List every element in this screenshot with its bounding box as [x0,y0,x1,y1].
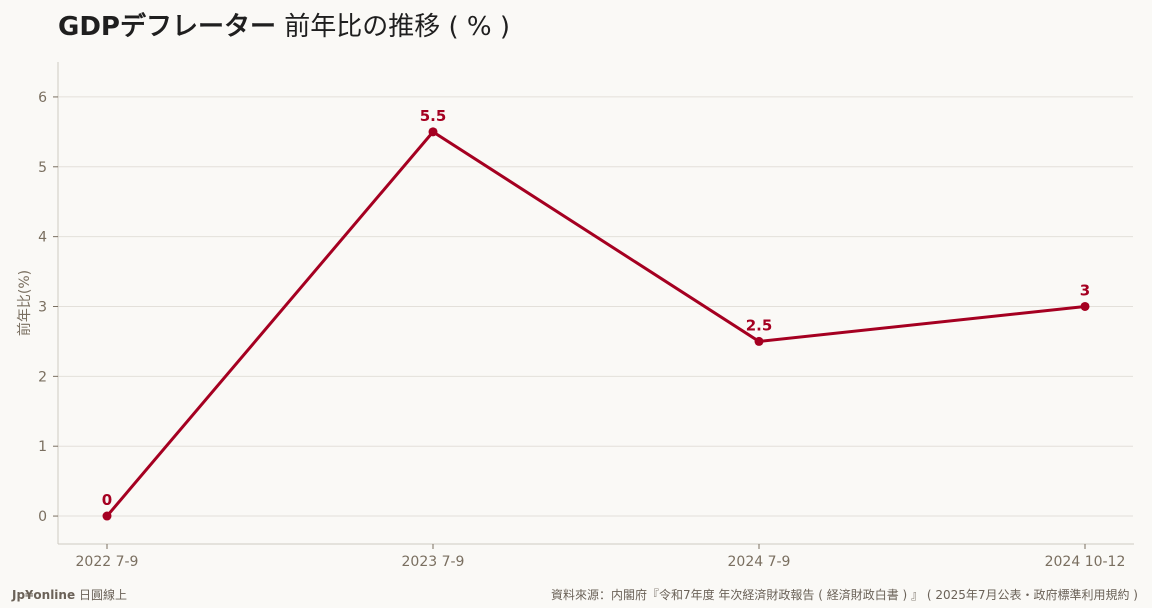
y-tick-label: 6 [38,90,47,106]
x-tick-label: 2023 7-9 [402,554,465,570]
x-tick-label: 2022 7-9 [76,554,139,570]
chart-title: GDPデフレーター 前年比の推移 ( % ) [58,9,510,45]
data-label: 0 [102,491,112,509]
y-tick-label: 0 [38,509,47,525]
series-layer [102,127,1090,521]
data-point [1080,301,1090,311]
ticks-layer: 0 1 2 3 4 5 6 2022 7-9 2023 7-9 2024 7-9 2024 10-1… [38,90,1125,570]
chart-title-main: GDPデフレーター [58,12,276,42]
chart-title-sub: 前年比の推移 ( % ) [284,12,511,42]
y-tick-label: 2 [38,369,47,385]
y-tick-label: 1 [38,439,47,455]
grid-layer [58,96,1133,517]
axes-layer: 前年比(%) [16,62,1134,545]
x-tick-label: 2024 10-12 [1045,554,1126,570]
brand-tagline: 日圓線上 [78,588,127,602]
data-point [428,127,438,137]
data-label: 2.5 [746,316,773,334]
brand-name: Jp¥online [12,588,76,602]
data-label: 5.5 [420,107,447,125]
y-tick-label: 5 [38,160,47,176]
data-point [102,511,112,521]
x-tick-label: 2024 7-9 [728,554,791,570]
series-line [105,129,1087,518]
data-label: 3 [1080,281,1090,299]
brand-footer: Jp¥online 日圓線上 [12,586,127,603]
data-labels-layer: 0 5.5 2.5 3 [102,107,1090,509]
y-axis-title: 前年比(%) [16,270,33,336]
data-point [754,336,764,346]
y-tick-label: 3 [38,299,47,315]
y-tick-label: 4 [38,230,47,246]
source-note: 資料來源：内閣府『令和7年度 年次経済財政報告 ( 経済財政白書 ) 』 ( 2… [550,588,1138,602]
